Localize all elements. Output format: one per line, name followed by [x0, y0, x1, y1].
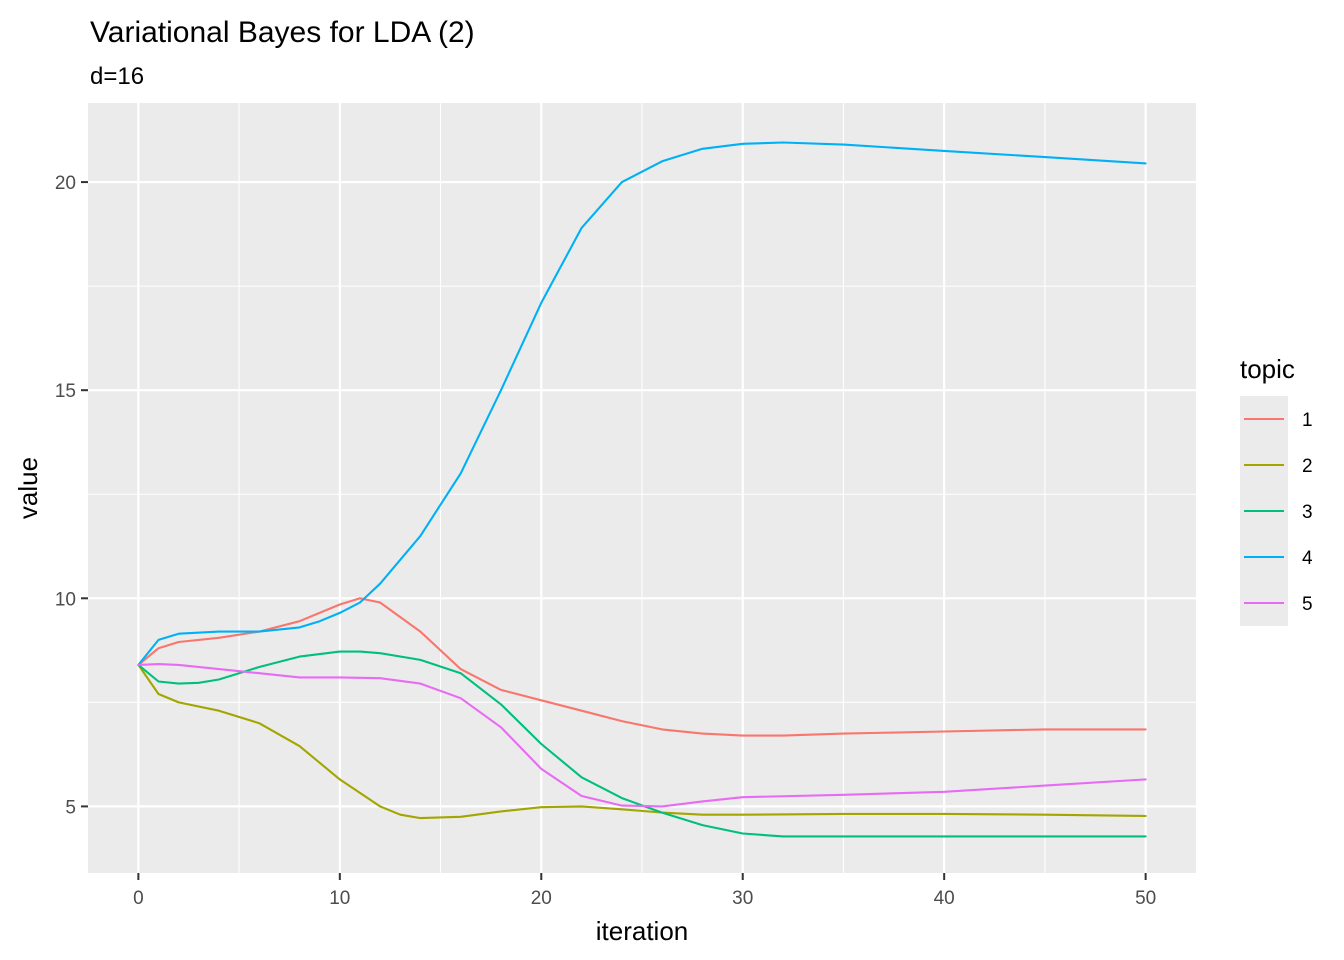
- legend-label-topic-2: 2: [1302, 456, 1313, 477]
- legend-label-topic-1: 1: [1302, 410, 1313, 431]
- y-tick-label: 15: [55, 381, 76, 402]
- legend-label-topic-4: 4: [1302, 548, 1313, 569]
- legend-title: topic: [1240, 354, 1295, 384]
- y-tick-label: 10: [55, 589, 76, 610]
- y-axis-label: value: [13, 457, 43, 519]
- series-line-topic-2: [137, 663, 1147, 820]
- grid-minor: [88, 103, 1196, 873]
- x-tick-label: 30: [732, 888, 753, 909]
- x-axis-label: iteration: [596, 916, 689, 946]
- y-tick-label: 20: [55, 173, 76, 194]
- series-line-topic-4: [137, 141, 1147, 666]
- legend: topic 1 2 3 4 5: [1240, 354, 1313, 626]
- legend-label-topic-5: 5: [1302, 594, 1313, 615]
- x-tick-label: 40: [934, 888, 955, 909]
- series-lines: [137, 141, 1147, 838]
- y-axis: 5 10 15 20: [55, 173, 88, 818]
- series-line-topic-3: [137, 650, 1147, 838]
- x-axis: 0 10 20 30 40 50: [133, 873, 1156, 909]
- chart-title: Variational Bayes for LDA (2): [90, 16, 475, 49]
- chart-subtitle: d=16: [90, 63, 144, 90]
- x-tick-label: 50: [1135, 888, 1156, 909]
- y-tick-label: 5: [65, 797, 76, 818]
- x-tick-label: 20: [531, 888, 552, 909]
- series-line-topic-5: [137, 663, 1147, 808]
- series-line-topic-1: [137, 597, 1147, 737]
- x-tick-label: 0: [133, 888, 144, 909]
- x-tick-label: 10: [329, 888, 350, 909]
- legend-label-topic-3: 3: [1302, 502, 1313, 523]
